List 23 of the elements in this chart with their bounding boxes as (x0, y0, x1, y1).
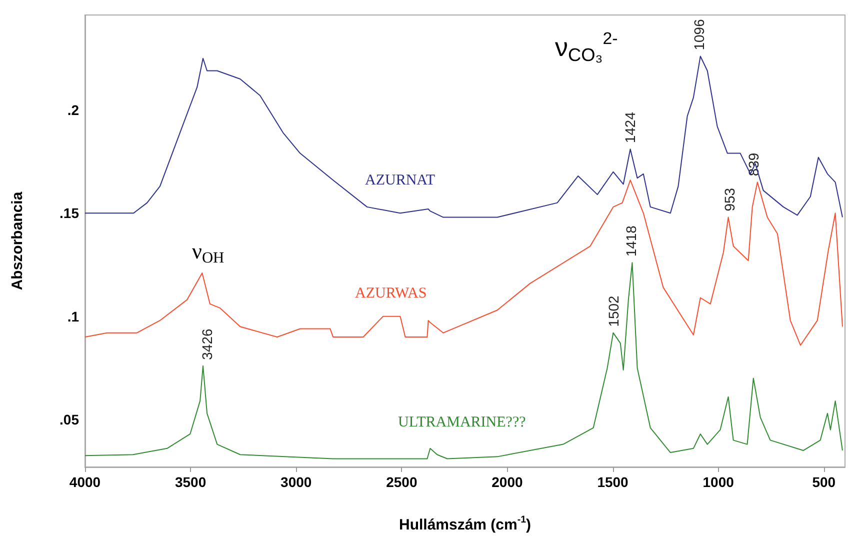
x-tick-label: 500 (812, 474, 836, 490)
annotation: 3426 (199, 328, 216, 360)
y-tick-label: .2 (67, 102, 80, 118)
x-tick-label: 3000 (280, 474, 312, 490)
annotation: 1418 (623, 225, 640, 257)
annotation: 1424 (622, 112, 638, 144)
y-tick-label: .1 (67, 308, 80, 324)
series-label: AZURNAT (365, 172, 435, 188)
x-tick-label: 2000 (492, 474, 523, 490)
annotation: 1502 (605, 295, 622, 327)
x-tick-label: 1500 (597, 474, 629, 490)
y-axis-title: Abszorbancia (8, 191, 26, 290)
series-label: AZURWAS (355, 286, 427, 302)
x-tick-label: 3500 (174, 474, 206, 490)
y-tick-label: .05 (60, 412, 80, 428)
x-tick-label: 1000 (702, 474, 734, 490)
y-tick-label: .15 (60, 205, 80, 222)
x-tick-label: 2500 (386, 474, 418, 490)
annotation: 953 (721, 188, 738, 212)
x-tick-label: 4000 (69, 474, 101, 490)
series-label: ULTRAMARINE??? (398, 414, 526, 430)
annotation: 1096 (691, 18, 708, 50)
line-series (84, 262, 843, 460)
